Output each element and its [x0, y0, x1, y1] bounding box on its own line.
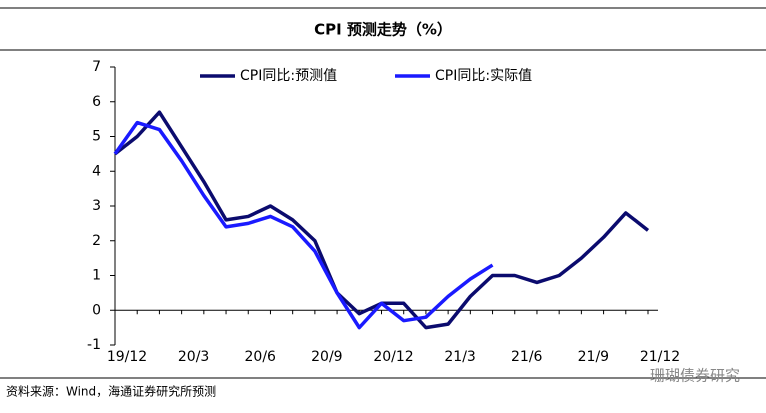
- y-tick-label: 3: [92, 198, 101, 214]
- y-tick-label: 7: [92, 59, 101, 75]
- x-tick-label: 21/9: [578, 349, 609, 365]
- x-tick-label: 20/12: [373, 349, 413, 365]
- chart-title: CPI 预测走势（%）: [314, 21, 452, 39]
- x-tick-label: 20/6: [245, 349, 277, 365]
- y-tick-label: 4: [92, 163, 101, 179]
- line-series: [113, 110, 650, 330]
- x-tick-label: 21/3: [444, 349, 475, 365]
- line-series: [113, 120, 494, 330]
- source: 资料来源：Wind，海通证券研究所预测: [6, 384, 216, 399]
- y-tick-label: 2: [92, 233, 101, 249]
- y-tick-label: -1: [87, 337, 101, 353]
- x-tick-label: 21/12: [640, 349, 680, 365]
- y-tick-label: 6: [92, 94, 101, 110]
- x-tick-label: 20/9: [311, 349, 342, 365]
- x-tick-label: 19/12: [107, 349, 147, 365]
- y-tick-label: 5: [92, 129, 101, 145]
- x-tick-label: 21/6: [511, 349, 543, 365]
- x-tick-label: 20/3: [178, 349, 209, 365]
- legend-label: CPI同比:实际值: [435, 68, 532, 84]
- y-tick-label: 1: [92, 268, 101, 284]
- watermark: 珊瑚债券研究: [650, 367, 740, 385]
- legend-label: CPI同比:预测值: [240, 68, 337, 84]
- y-tick-label: 0: [92, 302, 101, 318]
